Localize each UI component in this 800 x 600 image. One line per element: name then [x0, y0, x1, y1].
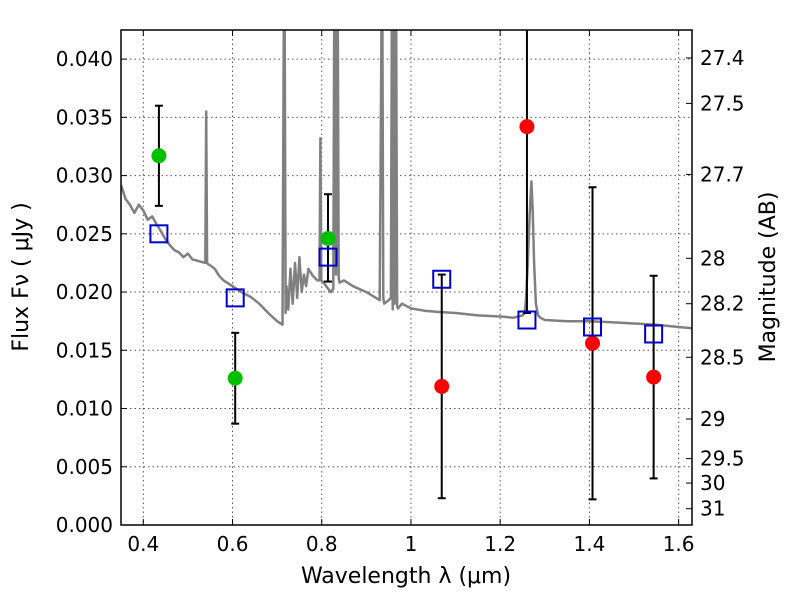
x-tick-label: 1.2	[484, 532, 516, 556]
data-point-circle	[227, 370, 243, 386]
x-axis-ticks: 0.4 0.6 0.8 1 1.2 1.4 1.6	[127, 30, 695, 556]
y-tick-label: 0.030	[56, 164, 113, 188]
right-tick-label: 27.4	[700, 46, 745, 70]
data-point-circle	[519, 119, 535, 135]
y-tick-label: 0.040	[56, 47, 113, 71]
right-tick-label: 30	[700, 471, 725, 495]
y-tick-label: 0.005	[56, 455, 113, 479]
model-point-square	[318, 247, 338, 267]
right-axis-label: Magnitude (AB)	[756, 192, 781, 363]
y-tick-label: 0.020	[56, 280, 113, 304]
y-tick-label: 0.035	[56, 105, 113, 129]
right-tick-label: 29.5	[700, 447, 745, 471]
right-tick-label: 28.5	[700, 345, 745, 369]
right-tick-label: 29	[700, 407, 725, 431]
x-axis-label: Wavelength λ (μm)	[301, 564, 511, 589]
model-point-square	[225, 288, 245, 308]
model-point-square	[432, 269, 452, 289]
data-point-circle	[434, 378, 450, 394]
model-point-square	[149, 224, 169, 244]
x-tick-label: 0.4	[127, 532, 159, 556]
data-point-circle	[151, 148, 167, 164]
model-spectrum-line	[121, 30, 692, 330]
right-tick-label: 28	[700, 246, 725, 270]
model-point-square	[583, 317, 603, 337]
y-tick-label: 0.010	[56, 397, 113, 421]
x-tick-label: 1	[405, 532, 418, 556]
y-tick-label: 0.000	[56, 513, 113, 537]
error-bars	[154, 30, 658, 501]
x-tick-label: 1.6	[663, 532, 695, 556]
x-tick-label: 1.4	[573, 532, 605, 556]
data-point-circle	[585, 335, 601, 351]
model-point-square	[517, 310, 537, 330]
grid	[121, 30, 692, 526]
y-tick-label: 0.025	[56, 222, 113, 246]
data-point-circle	[320, 230, 336, 246]
data-markers	[149, 119, 664, 394]
x-tick-label: 0.8	[306, 532, 338, 556]
plot-frame	[120, 29, 693, 526]
model-point-square	[644, 324, 664, 344]
right-tick-label: 27.5	[700, 91, 745, 115]
data-point-circle	[646, 369, 662, 385]
right-tick-label: 27.7	[700, 162, 745, 186]
plot-area	[121, 30, 692, 501]
right-tick-label: 31	[700, 497, 725, 521]
x-tick-label: 0.6	[217, 532, 249, 556]
y-axis-ticks: 0.000 0.005 0.010 0.015 0.020 0.025 0.030 0.035…	[56, 47, 127, 537]
right-tick-label: 28.2	[700, 292, 745, 316]
y-axis-label: Flux Fν ( μJy )	[9, 202, 34, 351]
y-tick-label: 0.015	[56, 338, 113, 362]
